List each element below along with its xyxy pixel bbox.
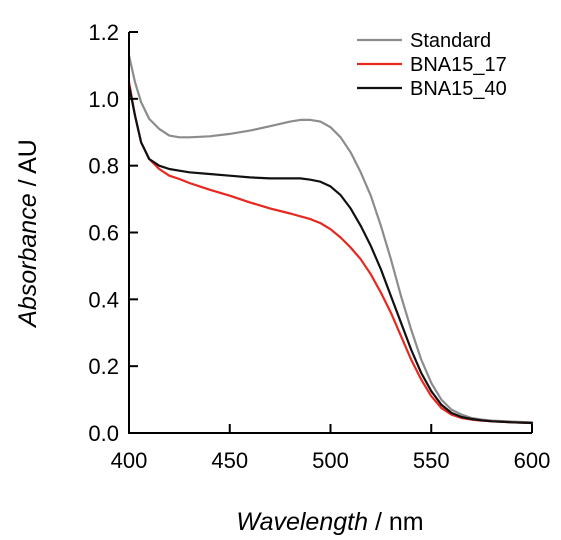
legend-label: BNA15_40 (410, 78, 507, 100)
plot-area (127, 54, 534, 425)
x-axis-label-unit: / nm (368, 508, 424, 536)
x-axis-label-quantity: Wavelength (236, 508, 368, 536)
x-ticks: 400 450 500 550 600 (111, 424, 551, 473)
series-line-standard (127, 54, 534, 424)
y-tick-label: 1.0 (88, 87, 119, 112)
y-ticks: 0.0 0.2 0.4 0.6 0.8 1.0 1.2 (88, 20, 138, 446)
y-tick-label: 0.4 (88, 287, 119, 312)
y-axis-label-quantity: Absorbance (14, 193, 42, 328)
legend-label: Standard (410, 30, 491, 52)
series-line-bna15-40 (127, 84, 534, 425)
y-tick-label: 0.2 (88, 354, 119, 379)
x-tick-label: 500 (312, 448, 349, 473)
x-tick-label: 550 (413, 448, 450, 473)
y-axis-label-unit: / AU (14, 139, 42, 193)
y-tick-label: 0.0 (88, 421, 119, 446)
series-line-bna15-17 (127, 81, 534, 425)
x-tick-label: 450 (211, 448, 248, 473)
y-tick-label: 1.2 (88, 20, 119, 45)
series-group (127, 54, 534, 425)
legend-label: BNA15_17 (410, 54, 507, 76)
y-tick-label: 0.8 (88, 154, 119, 179)
x-tick-label: 600 (514, 448, 551, 473)
x-axis-label: Wavelength / nm (236, 508, 423, 536)
x-tick-label: 400 (111, 448, 148, 473)
y-axis-label: Absorbance / AU (14, 139, 42, 329)
y-tick-label: 0.6 (88, 221, 119, 246)
